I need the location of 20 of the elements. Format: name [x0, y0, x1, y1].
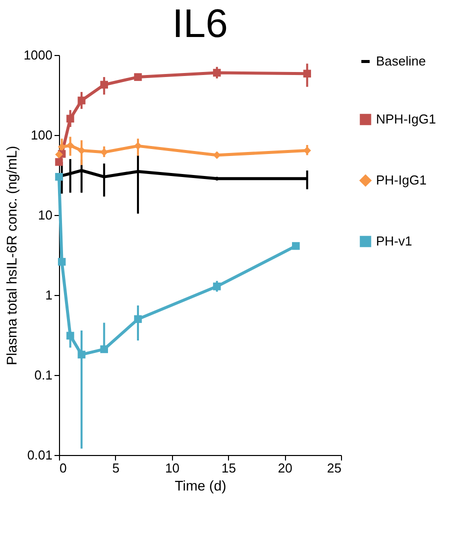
- y-tick-label: 0.01: [27, 448, 52, 462]
- legend-label: PH-v1: [376, 234, 412, 248]
- y-tick-label: 100: [30, 128, 52, 142]
- x-tick-label: 25: [327, 460, 342, 476]
- y-tick-label: 0.1: [34, 368, 52, 382]
- y-tick-label: 1000: [24, 48, 52, 62]
- legend-label: PH-IgG1: [376, 172, 427, 188]
- chart-title: IL6: [172, 2, 228, 46]
- y-tick-label: 10: [38, 208, 52, 222]
- x-tick-label: 10: [165, 460, 180, 476]
- legend-label: Baseline: [376, 54, 426, 68]
- x-tick-label: 5: [112, 460, 120, 476]
- y-axis-title: Plasma total hsIL-6R conc. (ng/mL): [4, 146, 20, 366]
- legend-label: NPH-IgG1: [376, 112, 436, 126]
- x-tick-label: 15: [221, 460, 236, 476]
- x-tick-label: 20: [278, 460, 292, 476]
- y-tick-label: 1: [45, 288, 52, 302]
- point: [134, 73, 142, 81]
- x-axis-title: Time (d): [174, 478, 226, 494]
- x-tick-label: 0: [60, 460, 67, 476]
